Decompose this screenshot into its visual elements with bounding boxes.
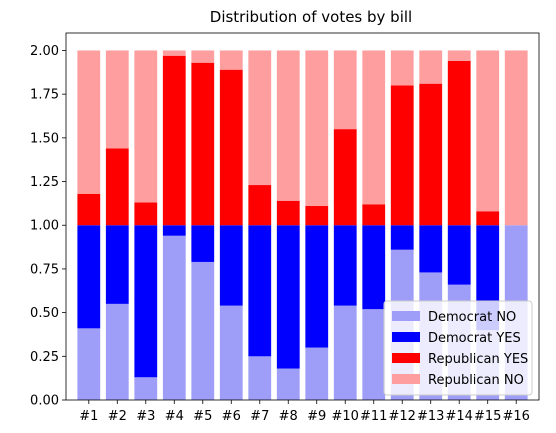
bar-democrat-yes-5 — [191, 225, 215, 262]
y-tick-label: 1.00 — [30, 219, 59, 234]
bar-republican-no-4 — [162, 50, 186, 56]
bar-republican-no-1 — [77, 50, 101, 194]
x-tick-label: #2 — [108, 409, 127, 424]
bar-republican-yes-1 — [77, 193, 101, 226]
bar-republican-no-8 — [276, 50, 300, 201]
bar-democrat-yes-1 — [77, 225, 101, 329]
plot-frame — [65, 32, 540, 401]
y-tick-label: 0.50 — [30, 306, 59, 321]
x-tick-label: #4 — [165, 409, 184, 424]
y-tick-label: 1.50 — [30, 131, 59, 146]
bar-democrat-no-6 — [219, 305, 243, 400]
x-tick-label: #6 — [222, 409, 241, 424]
bar-republican-no-11 — [362, 50, 386, 205]
bar-democrat-no-11 — [362, 309, 386, 400]
bar-democrat-yes-11 — [362, 225, 386, 310]
bar-democrat-no-8 — [276, 368, 300, 400]
x-tick-label: #10 — [332, 409, 359, 424]
bar-republican-no-5 — [191, 50, 215, 63]
bar-republican-yes-13 — [419, 83, 443, 226]
bar-democrat-yes-2 — [105, 225, 129, 304]
legend-label: Democrat YES — [428, 331, 521, 346]
bar-republican-yes-14 — [447, 60, 471, 226]
chart-title: Distribution of votes by bill — [210, 8, 412, 26]
bar-democrat-yes-12 — [390, 225, 414, 250]
axes-layer: 0.00 0.25 0.50 0.75 1.00 1.25 1.50 1.75 2.00 #1 #2… — [30, 32, 540, 424]
y-tick-label: 0.00 — [30, 394, 59, 409]
x-tick-label: #11 — [360, 409, 387, 424]
legend-label: Republican YES — [428, 352, 528, 367]
y-tick-label: 2.00 — [30, 44, 59, 59]
legend-swatch — [392, 374, 420, 384]
x-tick-label: #8 — [279, 409, 298, 424]
legend-swatch — [392, 353, 420, 363]
x-tick-label: #7 — [250, 409, 269, 424]
bar-democrat-no-4 — [162, 235, 186, 400]
x-tick-label: #15 — [474, 409, 501, 424]
bar-republican-yes-7 — [248, 185, 272, 226]
bars-layer — [77, 50, 528, 400]
bar-republican-yes-11 — [362, 204, 386, 226]
bar-republican-no-3 — [134, 50, 158, 203]
bar-democrat-no-5 — [191, 261, 215, 400]
bar-democrat-yes-3 — [134, 225, 158, 378]
bar-democrat-yes-8 — [276, 225, 300, 369]
x-tick-label: #16 — [502, 409, 529, 424]
bar-democrat-yes-13 — [419, 225, 443, 273]
bar-republican-no-13 — [419, 50, 443, 84]
bar-republican-yes-8 — [276, 200, 300, 226]
bar-republican-yes-12 — [390, 85, 414, 226]
bar-republican-yes-4 — [162, 55, 186, 226]
bar-republican-no-6 — [219, 50, 243, 70]
bar-democrat-no-9 — [305, 347, 329, 400]
legend-swatch — [392, 311, 420, 321]
bar-democrat-yes-7 — [248, 225, 272, 357]
bar-republican-yes-9 — [305, 206, 329, 226]
x-tick-label: #5 — [193, 409, 212, 424]
bar-democrat-yes-4 — [162, 225, 186, 236]
x-tick-label: #3 — [136, 409, 155, 424]
bar-democrat-no-3 — [134, 377, 158, 400]
bar-republican-no-16 — [504, 50, 528, 226]
bar-republican-no-14 — [447, 50, 471, 61]
bar-democrat-no-10 — [333, 305, 357, 400]
bar-democrat-yes-9 — [305, 225, 329, 348]
x-tick-label: #13 — [417, 409, 444, 424]
bar-republican-yes-3 — [134, 202, 158, 226]
legend-swatch — [392, 332, 420, 342]
bar-republican-yes-15 — [476, 211, 500, 226]
bar-republican-no-9 — [305, 50, 329, 207]
bar-republican-no-7 — [248, 50, 272, 186]
bar-republican-yes-6 — [219, 69, 243, 226]
bar-republican-yes-2 — [105, 148, 129, 226]
y-tick-label: 1.75 — [30, 88, 59, 103]
y-tick-label: 0.75 — [30, 262, 59, 277]
y-tick-label: 0.25 — [30, 350, 59, 365]
bar-republican-no-2 — [105, 50, 129, 149]
bar-democrat-yes-6 — [219, 225, 243, 306]
bar-republican-yes-5 — [191, 62, 215, 226]
bar-democrat-no-7 — [248, 356, 272, 400]
x-tick-label: #9 — [307, 409, 326, 424]
x-tick-label: #1 — [79, 409, 98, 424]
legend-box — [383, 300, 533, 396]
legend-label: Democrat NO — [428, 310, 516, 325]
bar-democrat-no-1 — [77, 328, 101, 400]
y-tick-label: 1.25 — [30, 175, 59, 190]
bar-republican-yes-10 — [333, 129, 357, 226]
bar-republican-no-10 — [333, 50, 357, 130]
bar-republican-no-12 — [390, 50, 414, 86]
bar-democrat-no-2 — [105, 303, 129, 400]
bar-democrat-yes-10 — [333, 225, 357, 306]
bar-republican-no-15 — [476, 50, 500, 212]
legend-label: Republican NO — [428, 373, 524, 388]
x-tick-label: #14 — [445, 409, 472, 424]
legend: Democrat NO Democrat YES Republican YES Rep… — [383, 300, 533, 396]
bar-democrat-yes-14 — [447, 225, 471, 285]
x-tick-label: #12 — [389, 409, 416, 424]
